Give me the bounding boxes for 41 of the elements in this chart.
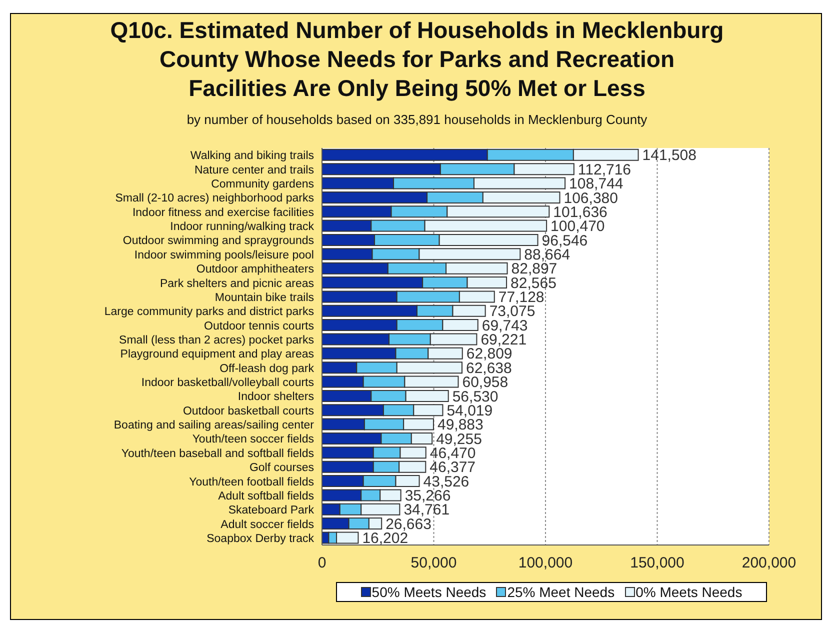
y-tick-label: Indoor basketball/volleyball courts <box>141 377 314 390</box>
y-tick-label: Outdoor swimming and spraygrounds <box>122 235 314 248</box>
x-tick-label: 50,000 <box>410 554 457 572</box>
y-tick-label: Nature center and trails <box>194 164 314 176</box>
x-tick-label: 150,000 <box>630 554 684 572</box>
x-tick-label: 0 <box>318 554 326 572</box>
y-tick-label: Walking and biking trails <box>190 150 314 162</box>
y-tick-label: Indoor shelters <box>238 391 314 404</box>
y-tick-label: Small (less than 2 acres) pocket parks <box>119 334 314 346</box>
y-tick-label: Outdoor basketball courts <box>182 405 314 418</box>
legend-label: 25% Meet Needs <box>507 584 615 600</box>
legend-label: 50% Meets Needs <box>372 584 486 600</box>
legend-label: 0% Meets Needs <box>636 584 742 600</box>
total-label: 141,508 <box>642 147 697 164</box>
y-tick-label: Adult soccer fields <box>220 518 314 531</box>
y-tick-label: Golf courses <box>249 462 314 474</box>
y-tick-label: Outdoor tennis courts <box>204 320 314 332</box>
chart-title: Q10c. Estimated Number of Households in Mecklenburg County Whose Needs for Parks and Recreation Facilities Are Only Being 50% Met or Less <box>109 16 725 103</box>
y-tick-label: Outdoor amphitheaters <box>196 264 314 276</box>
y-tick-label: Adult softball fields <box>218 490 314 502</box>
y-tick-label: Youth/teen football fields <box>189 476 314 488</box>
x-tick-label: 200,000 <box>742 554 796 572</box>
y-tick-label: Park shelters and picnic areas <box>160 278 314 290</box>
x-tick-label: 100,000 <box>518 554 573 572</box>
y-tick-label: Indoor fitness and exercise facilities <box>132 206 314 219</box>
y-tick-label: Skateboard Park <box>228 504 314 517</box>
total-label: 112,716 <box>578 161 632 178</box>
y-tick-label: Youth/teen baseball and softball fields <box>121 448 314 460</box>
y-tick-label: Off-leash dog park <box>220 362 314 375</box>
y-tick-label: Boating and sailing areas/sailing center <box>114 420 314 432</box>
y-tick-label: Playground equipment and play areas <box>120 348 314 361</box>
chart-subtitle: by number of households based on 335,891 households in Mecklenburg County <box>186 112 648 127</box>
y-tick-label: Soapbox Derby track <box>206 532 314 545</box>
y-tick-label: Mountain bike trails <box>214 292 314 304</box>
y-tick-label: Large community parks and district parks <box>104 306 314 318</box>
y-tick-label: Indoor swimming pools/leisure pool <box>134 249 314 262</box>
y-tick-label: Community gardens <box>211 178 314 191</box>
y-tick-label: Indoor running/walking track <box>170 221 314 234</box>
total-label: 16,202 <box>362 530 408 548</box>
y-tick-label: Small (2-10 acres) neighborhood parks <box>115 192 314 205</box>
y-tick-label: Youth/teen soccer fields <box>192 434 314 446</box>
